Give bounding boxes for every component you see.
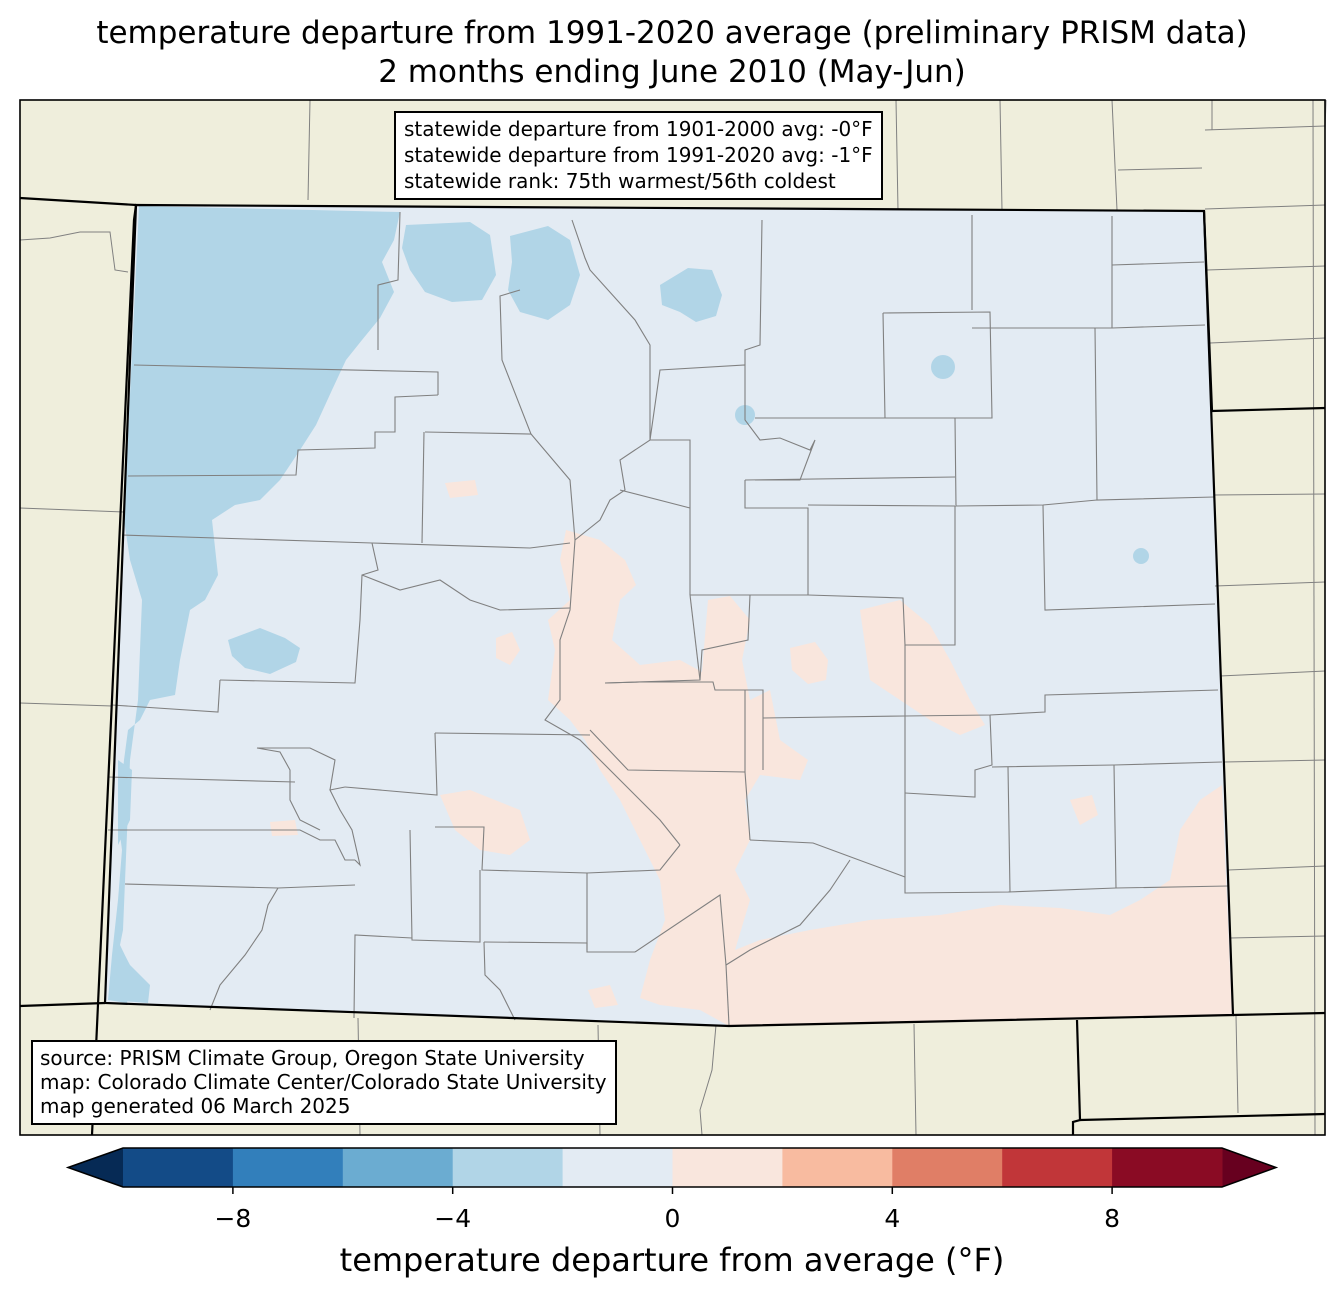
colorbar-bin [342, 1148, 454, 1187]
colorbar-tick-label: 0 [664, 1204, 681, 1233]
colorbar [65, 1147, 1279, 1194]
above-average-regions [270, 480, 1232, 1026]
warm-patch-south [588, 985, 618, 1008]
southwest-cool-patch [110, 950, 150, 1003]
colorbar-tick-label: 4 [884, 1204, 901, 1233]
statewide-stats-box: statewide departure from 1901-2000 avg: … [394, 111, 883, 200]
colorbar-bin [782, 1148, 893, 1187]
weld-cool-patch [660, 268, 722, 322]
cool-patch-far-west [118, 760, 132, 845]
stats-line-1991-2020: statewide departure from 1991-2020 avg: … [404, 143, 873, 167]
colorbar-bin [452, 1148, 564, 1187]
colorado-state [105, 205, 1233, 1026]
source-box: source: PRISM Climate Group, Oregon Stat… [31, 1040, 617, 1125]
map-title-line-2: 2 months ending June 2010 (May-Jun) [378, 54, 966, 90]
larimer-cool-region [508, 226, 580, 320]
warm-patch-gunnison [496, 632, 520, 665]
source-line-generated: map generated 06 March 2025 [40, 1094, 351, 1118]
stats-line-1901-2000: statewide departure from 1901-2000 avg: … [404, 117, 873, 141]
colorbar-bin [123, 1148, 234, 1187]
map-title-line-1: temperature departure from 1991-2020 ave… [96, 15, 1248, 51]
colorbar-tick-label: −4 [434, 1204, 472, 1233]
colorbar-bin [1002, 1148, 1113, 1187]
utah-border [90, 204, 138, 1136]
state-borders [19, 196, 1326, 1136]
northwest-cool-region [108, 206, 400, 1003]
colorbar-outline [65, 1147, 1279, 1188]
cool-patch-west-central [228, 628, 300, 674]
oklahoma-texas-border [1079, 1112, 1326, 1122]
source-line-map: map: Colorado Climate Center/Colorado St… [40, 1070, 607, 1094]
el-paso-warm-patch [860, 600, 985, 735]
new-mexico-oklahoma-border [1071, 1019, 1082, 1135]
warm-patch-northwest [445, 480, 478, 498]
colorbar-tick-label: 8 [1104, 1204, 1121, 1233]
colorbar-tick-label: −8 [214, 1204, 252, 1233]
kansas-oklahoma-border [1232, 1011, 1326, 1017]
colorado-border [103, 203, 1235, 1028]
source-line-prism: source: PRISM Climate Group, Oregon Stat… [40, 1046, 585, 1070]
colorbar-over-arrow [1222, 1148, 1276, 1187]
colorbar-bin [892, 1148, 1003, 1187]
nebraska-kansas-border [1202, 210, 1326, 413]
map-frame [19, 99, 1326, 1136]
south-central-warm-region [548, 530, 1232, 1026]
morgan-cool-patch [931, 355, 955, 379]
stats-line-rank: statewide rank: 75th warmest/56th coldes… [404, 169, 836, 193]
arizona-border [19, 1001, 106, 1008]
colorbar-bin [232, 1148, 344, 1187]
warm-patch-central-east [790, 642, 828, 684]
san-luis-warm-patch [440, 790, 530, 855]
eastern-cool-patch [1133, 548, 1149, 564]
warm-patch-southeast [1070, 795, 1098, 825]
below-average-regions [108, 206, 1149, 1003]
colorbar-bin [1112, 1148, 1223, 1187]
colorbar-bin [562, 1148, 673, 1187]
cool-patch-west [150, 640, 178, 690]
north-park-cool-region [402, 222, 496, 302]
wyoming-utah-border [19, 196, 137, 207]
colorbar-label: temperature departure from average (°F) [339, 1241, 1005, 1279]
county-boundaries [107, 211, 1229, 1026]
colorbar-bin [672, 1148, 783, 1187]
warm-patch-west [270, 820, 298, 836]
colorbar-under-arrow [68, 1148, 123, 1187]
